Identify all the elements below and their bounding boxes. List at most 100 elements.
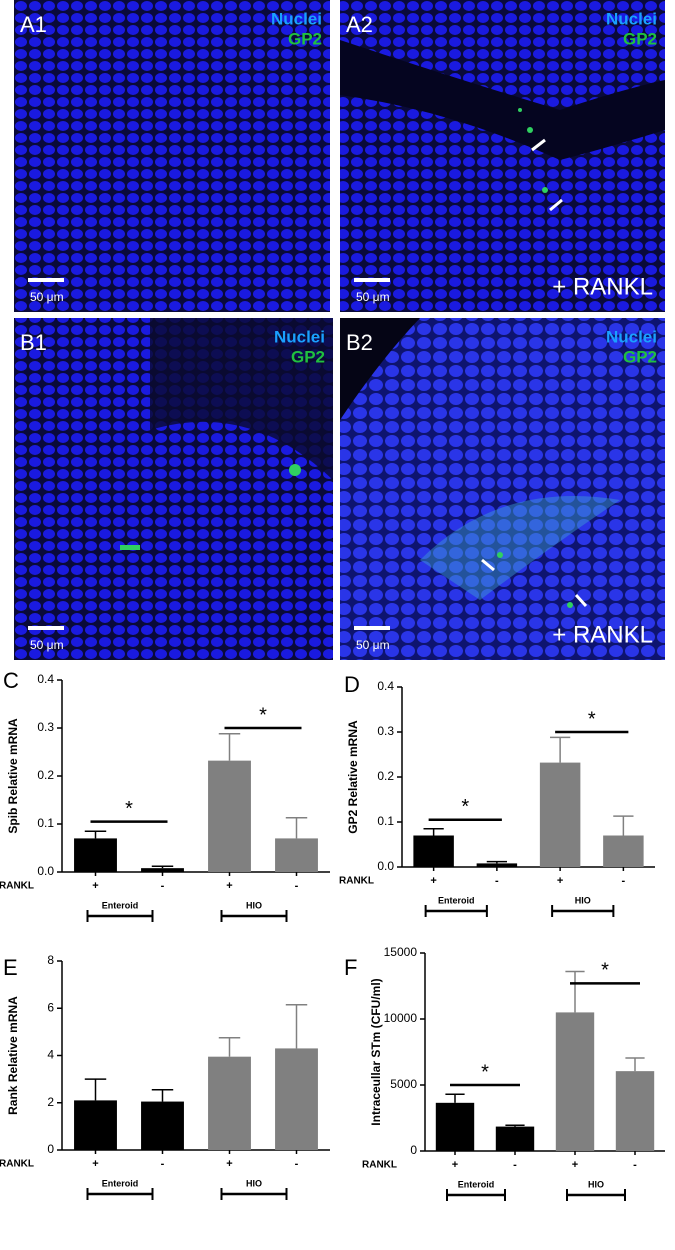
bar [141,1101,184,1150]
category-label: - [622,875,626,887]
bar [275,1048,318,1150]
y-tick-label: 0.2 [37,768,54,782]
category-label: + [226,1158,232,1170]
category-label: + [557,875,563,887]
bar [555,1012,595,1151]
y-tick-label: 0.0 [37,864,54,878]
y-tick-label: 4 [47,1048,54,1062]
bar [476,863,518,867]
scale-label: 50 μm [30,290,64,304]
bar [141,868,184,872]
category-label: + [226,880,232,892]
group-label: Enteroid [102,900,139,910]
arrows [481,138,588,608]
panel-label: B2 [346,330,373,355]
group-label: HIO [588,1179,604,1189]
category-label: + [92,1158,98,1170]
category-label: - [161,1158,165,1170]
panel-letter: E [3,955,18,980]
panel-label: B1 [20,330,47,355]
y-tick-label: 10000 [384,1011,418,1025]
significance-label: * [588,708,596,730]
scale-label: 50 μm [356,638,390,652]
y-axis-label: Spib Relative mRNA [6,718,20,834]
gp2-signal [120,108,573,608]
micrographs [14,0,665,660]
group-label: HIO [575,895,591,905]
stain-label: Nuclei [271,9,322,28]
stain-label: GP2 [288,29,322,48]
y-tick-label: 0.1 [37,816,54,830]
stain-label: GP2 [291,347,325,366]
category-label: - [633,1159,637,1171]
y-tick-label: 8 [47,953,54,967]
category-label: - [161,880,165,892]
panel-label: A2 [346,12,373,37]
category-label: - [295,1158,299,1170]
category-label: - [295,880,299,892]
group-label: Enteroid [102,1178,139,1188]
y-axis-label: Intraceullar STm (CFU/ml) [369,978,383,1125]
y-tick-label: 0.3 [377,724,394,738]
stain-label: Nuclei [274,327,325,346]
image-detail [340,318,420,420]
category-label: + [572,1159,578,1171]
stain-label: GP2 [623,347,657,366]
row-label: RANKL [362,1160,397,1171]
y-axis-label: Rank Relative mRNA [6,996,20,1115]
y-tick-label: 0.1 [377,814,394,828]
y-tick-label: 0 [410,1143,417,1157]
y-tick-label: 0.0 [377,859,394,873]
bar [495,1126,535,1151]
scale-label: 50 μm [356,290,390,304]
significance-label: * [125,798,133,820]
y-tick-label: 15000 [384,945,418,959]
bar [603,835,644,867]
group-label: HIO [246,900,262,910]
y-tick-label: 2 [47,1095,54,1109]
y-tick-label: 0.2 [377,769,394,783]
panel-letter: D [344,672,360,697]
bar [74,838,117,872]
panel-letter: C [3,668,19,693]
bar [74,1100,117,1150]
bar [435,1102,475,1151]
group-label: Enteroid [458,1179,495,1189]
bar [208,1056,251,1150]
significance-label: * [601,960,609,982]
group-label: HIO [246,1178,262,1188]
image-detail [420,496,620,600]
row-label: RANKL [339,876,374,887]
group-label: Enteroid [438,895,475,905]
image-b2 [340,318,665,660]
treatment-label: + RANKL [552,621,653,648]
significance-label: * [481,1061,489,1083]
bar [615,1071,655,1151]
y-tick-label: 0.3 [37,720,54,734]
category-label: + [452,1159,458,1171]
stain-label: Nuclei [606,327,657,346]
bar [275,838,318,872]
y-tick-label: 0.4 [377,679,394,693]
image-detail [340,40,665,160]
scale-label: 50 μm [30,638,64,652]
y-tick-label: 0 [47,1142,54,1156]
category-label: + [92,880,98,892]
significance-label: * [461,796,469,818]
bar [413,835,454,867]
treatment-label: + RANKL [552,273,653,300]
category-label: - [495,875,499,887]
image-detail [150,318,333,480]
stain-label: GP2 [623,29,657,48]
y-axis-label: GP2 Relative mRNA [346,720,360,834]
bar [539,762,581,867]
y-tick-label: 5000 [390,1077,417,1091]
category-label: + [430,875,436,887]
row-label: RANKL [0,1159,34,1170]
y-tick-label: 0.4 [37,672,54,686]
stain-label: Nuclei [606,9,657,28]
row-label: RANKL [0,881,34,892]
significance-label: * [259,704,267,726]
image-a2 [340,0,665,312]
